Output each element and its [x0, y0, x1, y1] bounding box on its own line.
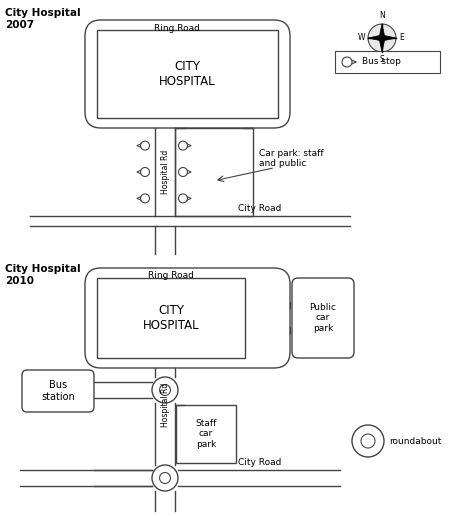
Circle shape — [159, 473, 170, 483]
Text: S: S — [379, 55, 385, 64]
Text: CITY
HOSPITAL: CITY HOSPITAL — [159, 60, 216, 88]
Text: Bus
station: Bus station — [41, 380, 75, 402]
Circle shape — [159, 384, 170, 395]
Text: Public
car
park: Public car park — [310, 303, 336, 333]
Text: City Road: City Road — [238, 458, 282, 467]
Text: Ring Road: Ring Road — [148, 271, 194, 280]
Text: City Hospital
2010: City Hospital 2010 — [5, 264, 81, 286]
Polygon shape — [382, 35, 396, 41]
Bar — [97, 30, 278, 118]
Text: City Hospital
2007: City Hospital 2007 — [5, 8, 81, 30]
Bar — [175, 128, 253, 216]
Text: City Road: City Road — [238, 204, 282, 213]
Circle shape — [361, 434, 375, 448]
Circle shape — [152, 465, 178, 491]
FancyBboxPatch shape — [292, 278, 354, 358]
Text: Staff
car
park: Staff car park — [195, 419, 217, 449]
Text: Car park: staff
and public: Car park: staff and public — [259, 149, 324, 169]
Circle shape — [368, 24, 396, 52]
Bar — [335, 51, 440, 73]
Circle shape — [179, 194, 188, 203]
Text: E: E — [399, 34, 404, 42]
Text: Ring Road: Ring Road — [154, 24, 200, 33]
Polygon shape — [368, 35, 382, 41]
Text: W: W — [357, 34, 365, 42]
Text: roundabout: roundabout — [389, 437, 441, 445]
Bar — [176, 405, 236, 463]
Circle shape — [141, 168, 150, 176]
Bar — [97, 278, 245, 358]
FancyBboxPatch shape — [85, 268, 290, 368]
Text: Hospital Rd: Hospital Rd — [160, 383, 169, 427]
Text: CITY
HOSPITAL: CITY HOSPITAL — [143, 304, 199, 332]
Text: Hospital Rd: Hospital Rd — [160, 150, 169, 194]
Polygon shape — [379, 38, 385, 52]
Circle shape — [342, 57, 352, 67]
Circle shape — [152, 377, 178, 403]
Circle shape — [141, 141, 150, 150]
Circle shape — [179, 141, 188, 150]
FancyBboxPatch shape — [22, 370, 94, 412]
Circle shape — [352, 425, 384, 457]
Circle shape — [179, 168, 188, 176]
Polygon shape — [379, 24, 385, 38]
Text: Bus stop: Bus stop — [362, 57, 401, 67]
Text: N: N — [379, 11, 385, 20]
Circle shape — [141, 194, 150, 203]
FancyBboxPatch shape — [85, 20, 290, 128]
